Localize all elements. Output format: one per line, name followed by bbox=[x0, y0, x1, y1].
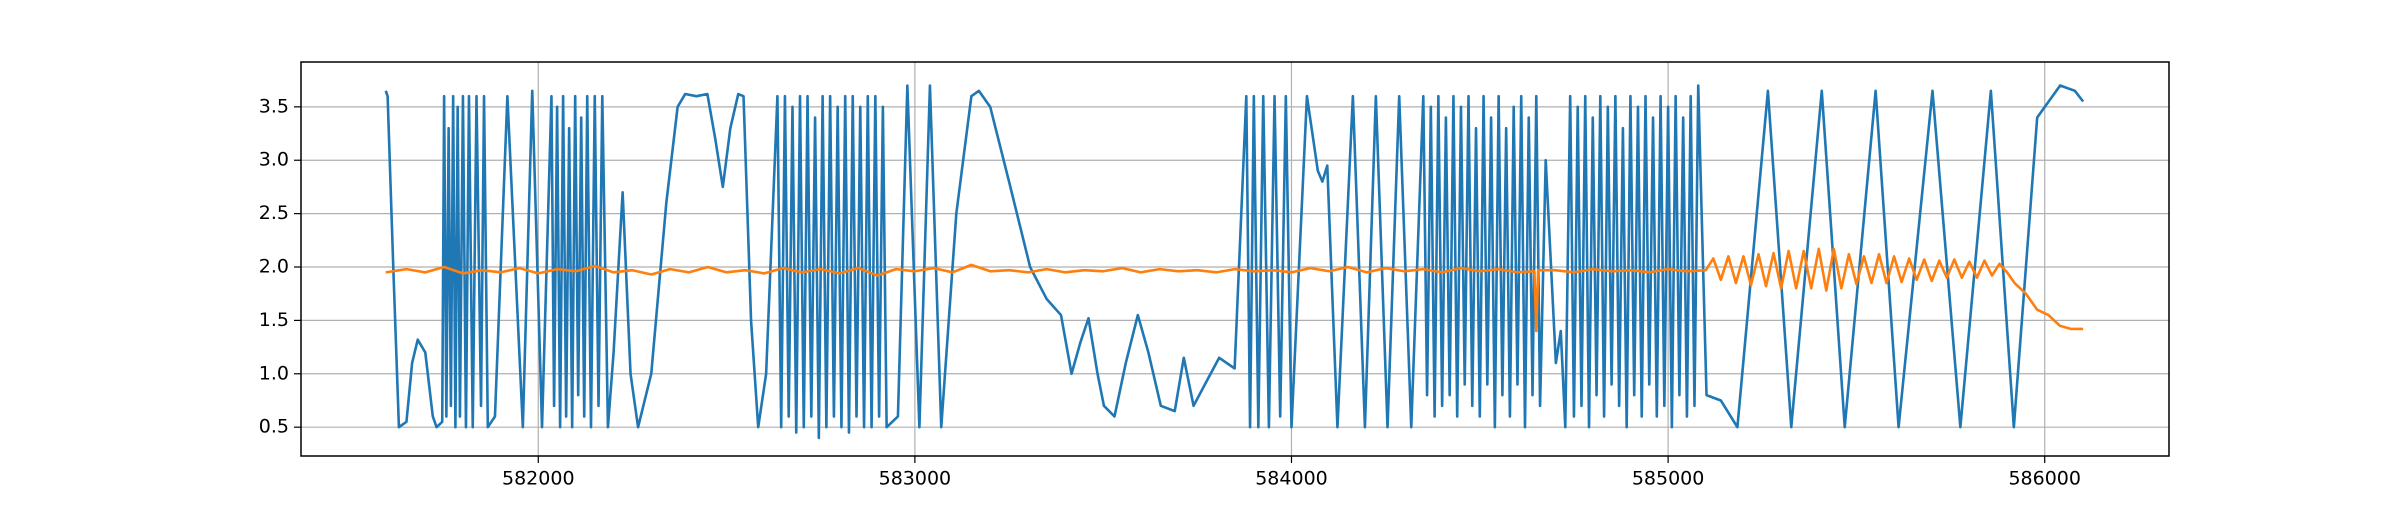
y-tick-label: 3.0 bbox=[259, 149, 289, 171]
y-tick-label: 1.5 bbox=[259, 309, 289, 331]
axes-frame bbox=[300, 61, 2170, 457]
y-tick-label: 0.5 bbox=[259, 416, 289, 438]
x-tick-label: 586000 bbox=[2008, 468, 2081, 490]
x-tick-label: 582000 bbox=[502, 468, 575, 490]
data-line bbox=[384, 84, 2085, 440]
ticks: 582000 583000 584000 585000 586000 0.5 1.0 1.5 2… bbox=[259, 95, 2081, 489]
y-tick-label: 2.0 bbox=[259, 256, 289, 278]
data-line bbox=[385, 247, 2084, 333]
y-tick-label: 3.5 bbox=[259, 95, 289, 117]
y-tick-label: 2.5 bbox=[259, 202, 289, 224]
y-tick-label: 1.0 bbox=[259, 362, 289, 384]
x-tick-label: 585000 bbox=[1632, 468, 1705, 490]
x-tick-label: 584000 bbox=[1255, 468, 1328, 490]
x-tick-label: 583000 bbox=[879, 468, 952, 490]
plot-area bbox=[384, 84, 2085, 440]
